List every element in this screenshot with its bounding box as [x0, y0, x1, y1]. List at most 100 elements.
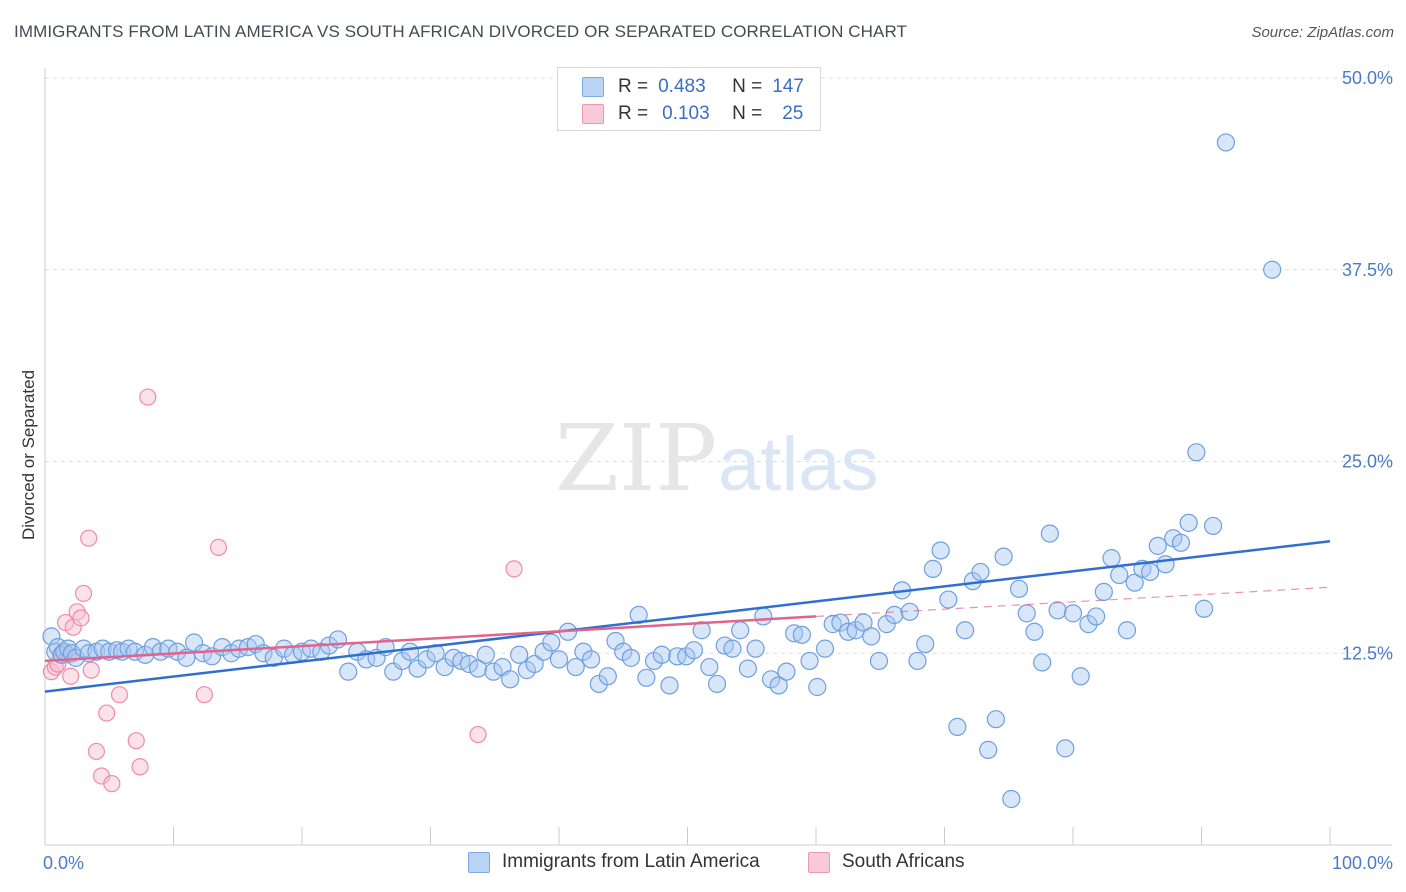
data-point-latin-america — [393, 651, 412, 671]
data-point-latin-america — [869, 651, 889, 671]
data-point-latin-america — [923, 559, 943, 578]
data-point-latin-america — [264, 648, 283, 667]
data-point-latin-america — [459, 654, 479, 674]
data-point-latin-america — [1263, 260, 1282, 279]
data-point-latin-america — [1125, 573, 1144, 592]
data-point-latin-america — [582, 650, 601, 669]
data-point-latin-america — [777, 662, 796, 681]
data-point-latin-america — [908, 651, 927, 671]
data-point-south-africans — [469, 725, 487, 744]
legend-r-value: 0.103 — [662, 103, 710, 124]
data-point-latin-america — [484, 662, 503, 681]
data-point-latin-america — [400, 642, 420, 661]
data-point-latin-america — [1002, 789, 1021, 809]
series-legend: Immigrants from Latin America South Afri… — [0, 851, 1406, 877]
legend-row-south-africans: R = 0.103 N = 25 — [582, 102, 803, 126]
data-point-latin-america — [815, 639, 835, 658]
data-point-latin-america — [931, 541, 950, 560]
data-point-latin-america — [1063, 604, 1083, 623]
legend-n-value: 25 — [782, 103, 804, 124]
data-point-latin-america — [979, 740, 998, 759]
data-point-latin-america — [1025, 622, 1044, 641]
data-point-latin-america — [800, 651, 819, 671]
series-swatch-pink — [808, 851, 830, 873]
data-point-latin-america — [1216, 133, 1236, 152]
watermark: ZIP atlas — [555, 405, 879, 512]
south-africans-points — [42, 388, 523, 793]
data-point-latin-america — [939, 590, 958, 609]
data-point-latin-america — [707, 674, 727, 694]
legend-n-label: N = — [732, 76, 763, 97]
data-point-latin-america — [339, 662, 358, 681]
data-point-latin-america — [1009, 579, 1029, 598]
axes-layer — [44, 68, 1392, 846]
data-point-latin-america — [1110, 565, 1129, 585]
watermark-zip: ZIP — [555, 405, 717, 512]
series-label: South Africans — [842, 851, 965, 872]
data-point-latin-america — [746, 639, 765, 658]
data-point-latin-america — [948, 717, 967, 736]
stats-legend: R = 0.483 N = 147 R = 0.103 N = 25 — [557, 67, 821, 131]
data-point-latin-america — [839, 622, 858, 641]
y-tick-label: 25.0% — [1342, 452, 1393, 472]
data-point-latin-america — [1017, 604, 1036, 623]
data-point-south-africans — [139, 388, 157, 406]
legend-row-latin-america: R = 0.483 N = 147 — [582, 75, 804, 99]
data-point-south-africans — [62, 667, 80, 685]
data-point-latin-america — [700, 657, 719, 677]
data-point-latin-america — [621, 648, 641, 667]
data-point-latin-america — [862, 627, 881, 646]
data-point-latin-america — [1071, 667, 1090, 686]
data-point-south-africans — [110, 686, 129, 704]
data-point-latin-america — [1079, 615, 1098, 634]
trend-line-latin-america — [44, 540, 1331, 693]
y-tick-label: 12.5% — [1342, 643, 1393, 663]
legend-r-value: 0.483 — [658, 76, 706, 97]
series-legend-latin-america: Immigrants from Latin America — [468, 851, 760, 873]
data-point-south-africans — [127, 732, 145, 750]
data-point-latin-america — [1171, 533, 1191, 552]
data-point-latin-america — [1148, 536, 1167, 555]
data-point-latin-america — [723, 639, 742, 658]
trend-line-south-africans-extension — [815, 586, 1331, 618]
data-point-latin-america — [916, 634, 935, 654]
data-point-latin-america — [574, 642, 593, 661]
x-tick-label: 0.0% — [43, 853, 84, 873]
data-point-latin-america — [684, 641, 704, 660]
data-point-latin-america — [1033, 653, 1052, 672]
x-tick-label: 100.0% — [1332, 853, 1393, 873]
data-point-latin-america — [1179, 513, 1198, 532]
series-label: Immigrants from Latin America — [502, 851, 760, 872]
data-point-latin-america — [692, 621, 711, 640]
data-point-south-africans — [87, 742, 106, 761]
data-point-south-africans — [505, 560, 523, 578]
data-point-latin-america — [468, 659, 488, 678]
legend-swatch-pink — [582, 104, 604, 124]
data-point-south-africans — [103, 775, 121, 793]
data-point-latin-america — [808, 677, 827, 697]
legend-swatch-blue — [582, 77, 604, 97]
data-point-south-africans — [98, 704, 116, 722]
data-point-latin-america — [549, 650, 569, 669]
data-point-latin-america — [476, 645, 495, 664]
legend-r-label: R = — [618, 103, 649, 124]
data-point-latin-america — [754, 607, 773, 626]
data-point-latin-america — [785, 624, 804, 643]
grid-layer — [45, 77, 1392, 654]
data-point-latin-america — [1194, 599, 1214, 618]
chart-source: Source: ZipAtlas.com — [1251, 24, 1394, 41]
data-point-south-africans — [131, 758, 149, 776]
data-point-south-africans — [72, 609, 90, 627]
data-point-latin-america — [660, 676, 679, 695]
data-point-latin-america — [534, 642, 553, 661]
data-point-latin-america — [598, 667, 617, 686]
data-point-latin-america — [877, 615, 896, 634]
legend-n-label: N = — [732, 103, 763, 124]
data-point-latin-america — [731, 621, 750, 640]
tick-labels: 12.5% 25.0% 37.5% 50.0% 0.0% 100.0% — [43, 68, 1393, 873]
y-axis-label: Divorced or Separated — [19, 370, 38, 540]
data-point-latin-america — [637, 668, 656, 687]
y-tick-label: 37.5% — [1342, 260, 1393, 280]
data-point-latin-america — [525, 654, 544, 674]
data-point-latin-america — [738, 659, 757, 678]
